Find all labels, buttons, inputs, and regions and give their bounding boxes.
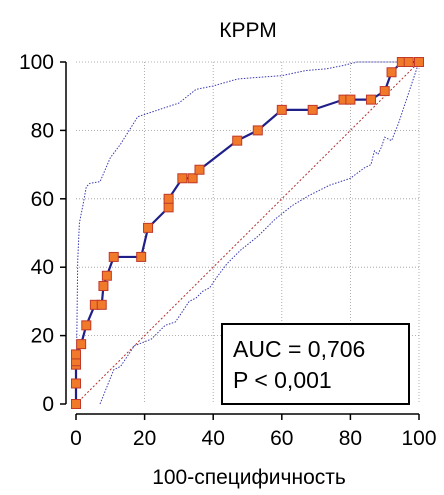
annotation-box xyxy=(221,323,410,405)
roc-point xyxy=(96,299,107,310)
roc-point xyxy=(232,135,243,146)
roc-point xyxy=(163,193,174,204)
roc-point xyxy=(386,67,397,78)
confidence-bounds xyxy=(75,61,420,405)
roc-point xyxy=(276,104,287,115)
p-value-annotation: P < 0,001 xyxy=(233,367,332,393)
roc-point xyxy=(379,86,390,97)
roc-point xyxy=(163,202,174,213)
roc-point xyxy=(403,57,414,67)
y-tick-label: 0 xyxy=(42,393,54,416)
roc-point xyxy=(187,173,198,184)
roc-point xyxy=(136,251,147,262)
x-tick-label: 40 xyxy=(202,427,225,450)
roc-point xyxy=(143,222,154,233)
roc-point xyxy=(81,320,92,331)
roc-point xyxy=(345,94,356,105)
y-tick-label: 80 xyxy=(31,119,54,142)
axes xyxy=(65,62,419,415)
roc-point xyxy=(252,125,263,136)
roc-point xyxy=(71,399,81,409)
x-tick-label: 0 xyxy=(70,427,82,450)
roc-curve xyxy=(71,57,424,409)
roc-point xyxy=(414,57,424,67)
roc-point xyxy=(365,94,376,105)
chart-title: КРРМ xyxy=(219,19,277,42)
x-tick-label: 100 xyxy=(401,427,436,450)
roc-point xyxy=(101,270,112,281)
y-tick-label: 60 xyxy=(31,188,54,211)
roc-point xyxy=(307,104,318,115)
tick-labels: 0 20 40 60 80 100 0 20 40 60 80 100 xyxy=(19,51,437,450)
y-tick-label: 100 xyxy=(19,51,54,74)
roc-point xyxy=(71,349,81,360)
y-tick-label: 40 xyxy=(31,256,54,279)
auc-annotation: AUC = 0,706 xyxy=(233,336,365,362)
roc-point xyxy=(108,251,119,262)
x-tick-label: 20 xyxy=(133,427,156,450)
ci-line-lower xyxy=(99,61,420,405)
x-tick-label: 60 xyxy=(270,427,293,450)
roc-point xyxy=(76,339,87,350)
diagonal-reference-line xyxy=(75,61,420,405)
roc-point xyxy=(98,281,109,292)
roc-point xyxy=(177,173,188,184)
roc-point xyxy=(194,164,205,175)
y-tick-label: 20 xyxy=(31,325,54,348)
x-tick-label: 80 xyxy=(339,427,362,450)
x-axis-label: 100-специфичность xyxy=(152,466,346,489)
roc-point xyxy=(71,378,81,389)
